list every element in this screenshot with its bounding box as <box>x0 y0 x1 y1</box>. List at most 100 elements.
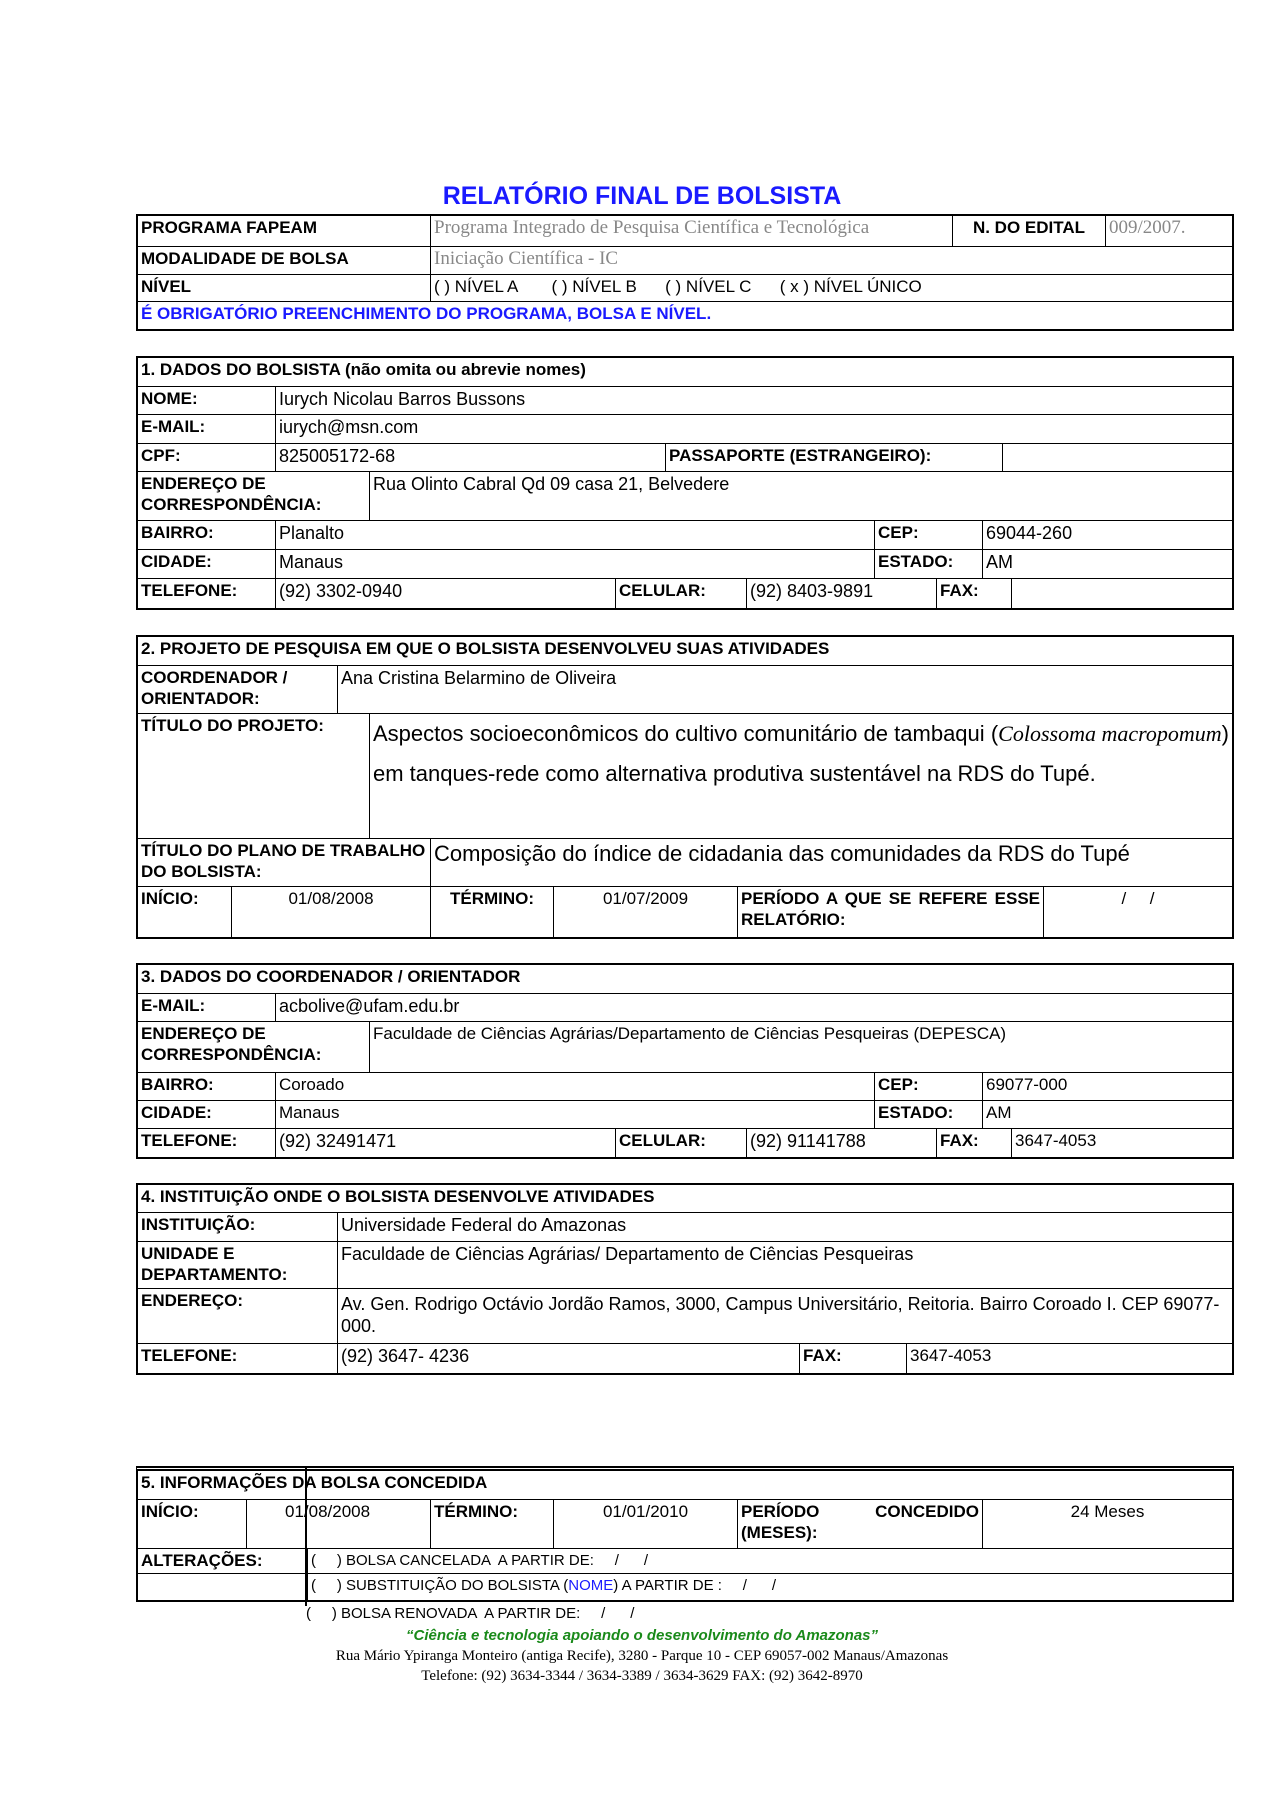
fax-field[interactable] <box>1011 579 1232 608</box>
substituicao-text-a: ( ) SUBSTITUIÇÃO DO BOLSISTA ( <box>311 1577 569 1594</box>
cep-field[interactable]: 69044-260 <box>982 521 1232 549</box>
nivel-label: NÍVEL <box>141 277 192 296</box>
cancelada-option[interactable]: ( ) BOLSA CANCELADA A PARTIR DE: / / <box>307 1549 1232 1573</box>
bolsa-termino-field[interactable]: 01/01/2010 <box>553 1500 737 1548</box>
periodo-label: PERÍODO A QUE SE REFERE ESSE RELATÓRIO: <box>737 887 1043 937</box>
page-title: RELATÓRIO FINAL DE BOLSISTA <box>442 182 842 210</box>
inst-telefone-field[interactable]: (92) 3647- 4236 <box>337 1344 799 1373</box>
estado-field[interactable]: AM <box>982 550 1232 578</box>
required-notice: É OBRIGATÓRIO PREENCHIMENTO DO PROGRAMA,… <box>141 304 712 323</box>
nome-field[interactable]: Iurych Nicolau Barros Bussons <box>275 387 1232 414</box>
coord-endereco-field[interactable]: Faculdade de Ciências Agrárias/Departame… <box>369 1022 1232 1072</box>
bolsa-termino-label: TÉRMINO: <box>430 1500 553 1548</box>
coord-cidade-label: CIDADE: <box>141 1103 212 1122</box>
estado-label: ESTADO: <box>874 550 982 578</box>
celular-field[interactable]: (92) 8403-9891 <box>746 579 936 608</box>
coord-cidade-field[interactable]: Manaus <box>275 1101 874 1128</box>
bairro-label: BAIRRO: <box>141 523 214 542</box>
inst-endereco-label: ENDEREÇO: <box>141 1291 244 1310</box>
plano-field[interactable]: Composição do índice de cidadania das co… <box>430 839 1232 886</box>
cidade-field[interactable]: Manaus <box>275 550 874 578</box>
renovada-option[interactable]: ( ) BOLSA RENOVADA A PARTIR DE: / / <box>306 1605 635 1622</box>
section-3-heading: 3. DADOS DO COORDENADOR / ORIENTADOR <box>141 967 521 986</box>
bolsa-periodo-field[interactable]: 24 Meses <box>982 1500 1232 1548</box>
cpf-label: CPF: <box>141 446 181 465</box>
cep-label: CEP: <box>874 521 982 549</box>
bolsa-section: 5. INFORMAÇÕES DA BOLSA CONCEDIDA INÍCIO… <box>136 1466 1234 1602</box>
inst-telefone-label: TELEFONE: <box>141 1346 238 1365</box>
section-2-heading: 2. PROJETO DE PESQUISA EM QUE O BOLSISTA… <box>141 639 830 658</box>
coordenador-section: 3. DADOS DO COORDENADOR / ORIENTADOR E-M… <box>136 963 1234 1159</box>
passaporte-field[interactable] <box>1002 444 1232 471</box>
coord-celular-field[interactable]: (92) 91141788 <box>746 1129 936 1157</box>
termino-field[interactable]: 01/07/2009 <box>553 887 737 937</box>
telefone-label: TELEFONE: <box>141 581 238 600</box>
footer-slogan: “Ciência e tecnologia apoiando o desenvo… <box>405 1627 879 1644</box>
programa-label: PROGRAMA FAPEAM <box>141 218 317 237</box>
unidade-field[interactable]: Faculdade de Ciências Agrárias/ Departam… <box>337 1242 1232 1288</box>
coordenador-field[interactable]: Ana Cristina Belarmino de Oliveira <box>337 666 1232 713</box>
edital-value[interactable]: 009/2007. <box>1105 216 1232 246</box>
bolsa-inicio-field[interactable]: 01/08/2008 <box>246 1500 430 1548</box>
coord-email-label: E-MAIL: <box>141 996 206 1015</box>
nivel-options: ( ) NÍVEL A ( ) NÍVEL B ( ) NÍVEL C ( x … <box>430 275 1232 301</box>
coord-fax-label: FAX: <box>936 1129 1011 1157</box>
substituicao-text-b: ) A PARTIR DE : / / <box>613 1577 777 1594</box>
programa-value[interactable]: Programa Integrado de Pesquisa Científic… <box>430 216 952 246</box>
titulo-species: Colossoma macropomum <box>998 721 1222 746</box>
coord-cep-field[interactable]: 69077-000 <box>982 1073 1232 1100</box>
coord-bairro-field[interactable]: Coroado <box>275 1073 874 1100</box>
section-1-heading: 1. DADOS DO BOLSISTA (não omita ou abrev… <box>141 360 586 379</box>
coord-estado-field[interactable]: AM <box>982 1101 1232 1128</box>
coord-email-field[interactable]: acbolive@ufam.edu.br <box>275 994 1232 1021</box>
program-table: PROGRAMA FAPEAM Programa Integrado de Pe… <box>136 214 1234 331</box>
nivel-unico-option[interactable]: ( x ) NÍVEL ÚNICO <box>779 277 922 296</box>
nivel-b-option[interactable]: ( ) NÍVEL B <box>551 277 637 296</box>
substituicao-nome: NOME <box>568 1577 614 1594</box>
inicio-field[interactable]: 01/08/2008 <box>231 887 430 937</box>
termino-label: TÉRMINO: <box>430 887 553 937</box>
bairro-field[interactable]: Planalto <box>275 521 874 549</box>
instituicao-section: 4. INSTITUIÇÃO ONDE O BOLSISTA DESENVOLV… <box>136 1183 1234 1375</box>
fax-label: FAX: <box>936 579 1011 608</box>
inst-endereco-field[interactable]: Av. Gen. Rodrigo Octávio Jordão Ramos, 3… <box>337 1289 1232 1343</box>
coord-endereco-label: ENDEREÇO DE CORRESPONDÊNCIA: <box>141 1024 322 1064</box>
periodo-field[interactable]: / / <box>1043 887 1232 937</box>
coord-fax-field[interactable]: 3647-4053 <box>1011 1129 1232 1157</box>
nivel-c-option[interactable]: ( ) NÍVEL C <box>665 277 752 296</box>
coordenador-label: COORDENADOR / ORIENTADOR: <box>141 668 288 708</box>
edital-label: N. DO EDITAL <box>952 216 1105 246</box>
celular-label: CELULAR: <box>615 579 746 608</box>
substituicao-option[interactable]: ( ) SUBSTITUIÇÃO DO BOLSISTA (NOME) A PA… <box>307 1574 1232 1600</box>
titulo-text-b: ) em tanques-rede como alternativa produ… <box>373 721 1229 786</box>
titulo-text-a: Aspectos socioeconômicos do cultivo comu… <box>373 721 999 746</box>
cidade-label: CIDADE: <box>141 552 212 571</box>
inst-fax-field[interactable]: 3647-4053 <box>906 1344 1232 1373</box>
coord-bairro-label: BAIRRO: <box>141 1075 214 1094</box>
passaporte-label: PASSAPORTE (ESTRANGEIRO): <box>665 444 1002 471</box>
nome-label: NOME: <box>141 389 198 408</box>
titulo-field[interactable]: Aspectos socioeconômicos do cultivo comu… <box>369 714 1232 838</box>
unidade-label: UNIDADE E DEPARTAMENTO: <box>141 1244 288 1284</box>
column-divider <box>305 1466 307 1606</box>
alteracoes-blank <box>138 1574 307 1600</box>
bolsa-inicio-label: INÍCIO: <box>141 1502 199 1521</box>
email-label: E-MAIL: <box>141 417 206 436</box>
cpf-field[interactable]: 825005172-68 <box>275 444 665 471</box>
section-4-heading: 4. INSTITUIÇÃO ONDE O BOLSISTA DESENVOLV… <box>141 1187 655 1206</box>
coord-telefone-field[interactable]: (92) 32491471 <box>275 1129 615 1157</box>
endereco-field[interactable]: Rua Olinto Cabral Qd 09 casa 21, Belvede… <box>369 472 1232 520</box>
instituicao-label: INSTITUIÇÃO: <box>141 1215 256 1234</box>
modalidade-value[interactable]: Iniciação Científica - IC <box>430 247 1232 274</box>
bolsa-periodo-label: PERÍODO CONCEDIDO (MESES): <box>737 1500 982 1548</box>
footer-phone: Telefone: (92) 3634-3344 / 3634-3389 / 3… <box>421 1668 863 1684</box>
alteracoes-label: ALTERAÇÕES: <box>141 1551 263 1570</box>
instituicao-field[interactable]: Universidade Federal do Amazonas <box>337 1213 1232 1241</box>
email-field[interactable]: iurych@msn.com <box>275 415 1232 443</box>
nivel-a-option[interactable]: ( ) NÍVEL A <box>434 277 519 296</box>
bolsista-section: 1. DADOS DO BOLSISTA (não omita ou abrev… <box>136 356 1234 610</box>
coord-telefone-label: TELEFONE: <box>141 1131 238 1150</box>
endereco-label: ENDEREÇO DE CORRESPONDÊNCIA: <box>141 474 322 514</box>
telefone-field[interactable]: (92) 3302-0940 <box>275 579 615 608</box>
section-5-heading: 5. INFORMAÇÕES DA BOLSA CONCEDIDA <box>141 1473 488 1492</box>
